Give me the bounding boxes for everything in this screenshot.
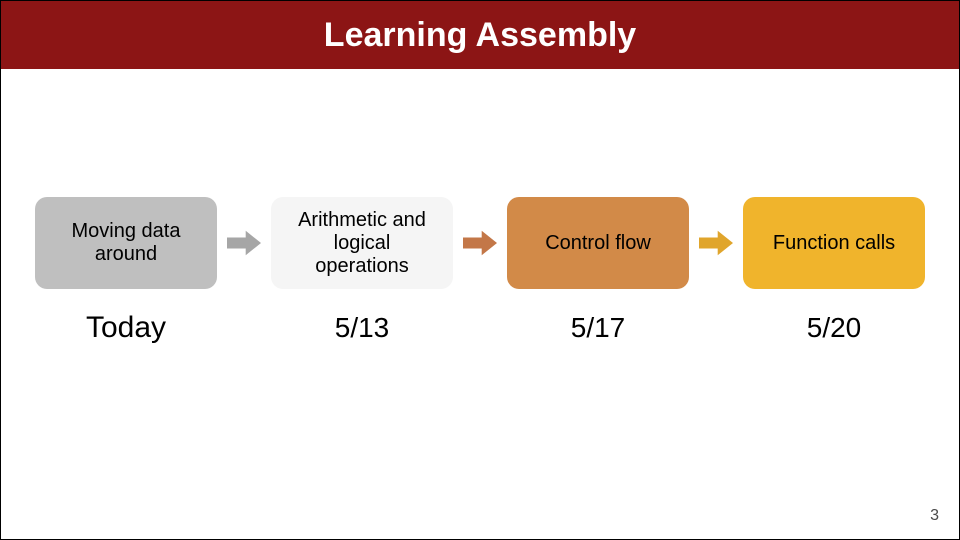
process-box-label: Arithmetic and logical operations: [285, 209, 439, 278]
slide-title: Learning Assembly: [324, 16, 636, 55]
date-label: 5/17: [507, 312, 689, 344]
title-bar: Learning Assembly: [1, 1, 959, 71]
process-row: Moving data around Arithmetic and logical…: [1, 197, 959, 289]
page-number: 3: [930, 507, 939, 525]
arrow-right-icon: [699, 229, 733, 257]
slide: Learning Assembly Moving data around Arit…: [0, 0, 960, 540]
process-box-label: Function calls: [773, 232, 895, 255]
date-label-today: Today: [35, 311, 217, 345]
arrow-right-icon: [227, 229, 261, 257]
slide-content: Moving data around Arithmetic and logical…: [1, 71, 959, 539]
process-box: Arithmetic and logical operations: [271, 197, 453, 289]
dates-row: Today 5/13 5/17 5/20: [1, 311, 959, 345]
process-box: Function calls: [743, 197, 925, 289]
arrow-right-icon: [463, 229, 497, 257]
process-box: Moving data around: [35, 197, 217, 289]
date-label: 5/20: [743, 312, 925, 344]
process-box-label: Control flow: [545, 232, 651, 255]
date-label: 5/13: [271, 312, 453, 344]
process-box-label: Moving data around: [49, 220, 203, 266]
process-box: Control flow: [507, 197, 689, 289]
